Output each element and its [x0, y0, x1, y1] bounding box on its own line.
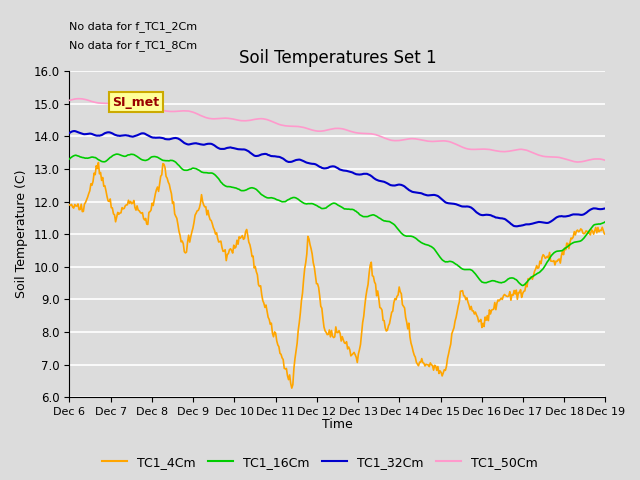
- Legend: TC1_4Cm, TC1_16Cm, TC1_32Cm, TC1_50Cm: TC1_4Cm, TC1_16Cm, TC1_32Cm, TC1_50Cm: [97, 451, 543, 474]
- Title: Soil Temperatures Set 1: Soil Temperatures Set 1: [239, 48, 436, 67]
- Text: SI_met: SI_met: [112, 96, 159, 108]
- Y-axis label: Soil Temperature (C): Soil Temperature (C): [15, 170, 28, 299]
- X-axis label: Time: Time: [322, 419, 353, 432]
- Text: No data for f_TC1_8Cm: No data for f_TC1_8Cm: [69, 40, 198, 51]
- Text: No data for f_TC1_2Cm: No data for f_TC1_2Cm: [69, 21, 198, 32]
